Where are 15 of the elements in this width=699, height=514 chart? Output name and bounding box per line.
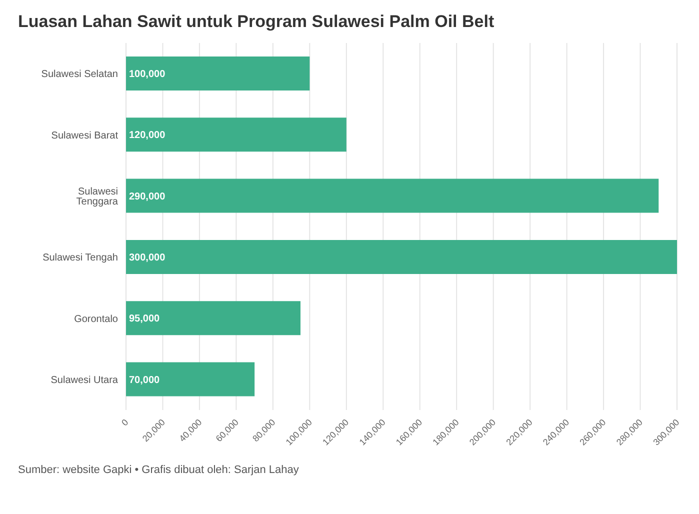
data-label: 290,000: [129, 191, 166, 202]
y-tick-label: Sulawesi Utara: [50, 374, 118, 386]
y-tick-label: Sulawesi Selatan: [41, 69, 118, 80]
x-tick-label: 0: [120, 417, 130, 428]
data-label: 300,000: [129, 252, 166, 264]
data-label: 120,000: [129, 130, 166, 142]
data-label: 70,000: [129, 374, 160, 386]
y-tick-label: Gorontalo: [74, 314, 118, 325]
data-label: 100,000: [129, 69, 166, 80]
y-tick-label: Sulawesi Barat: [51, 130, 118, 142]
y-tick-label: Sulawesi Tenggara: [76, 186, 118, 208]
text: Sumber: website Gapki • Grafis dibuat oleh: Sarjan Lahay: [17, 463, 300, 478]
y-tick-label: Sulawesi Tengah: [42, 252, 118, 264]
data-label: 95,000: [129, 314, 160, 325]
chart-title: Luasan Lahan Sawit untuk Program Sulawesi Palm Oil Belt: [17, 11, 496, 33]
